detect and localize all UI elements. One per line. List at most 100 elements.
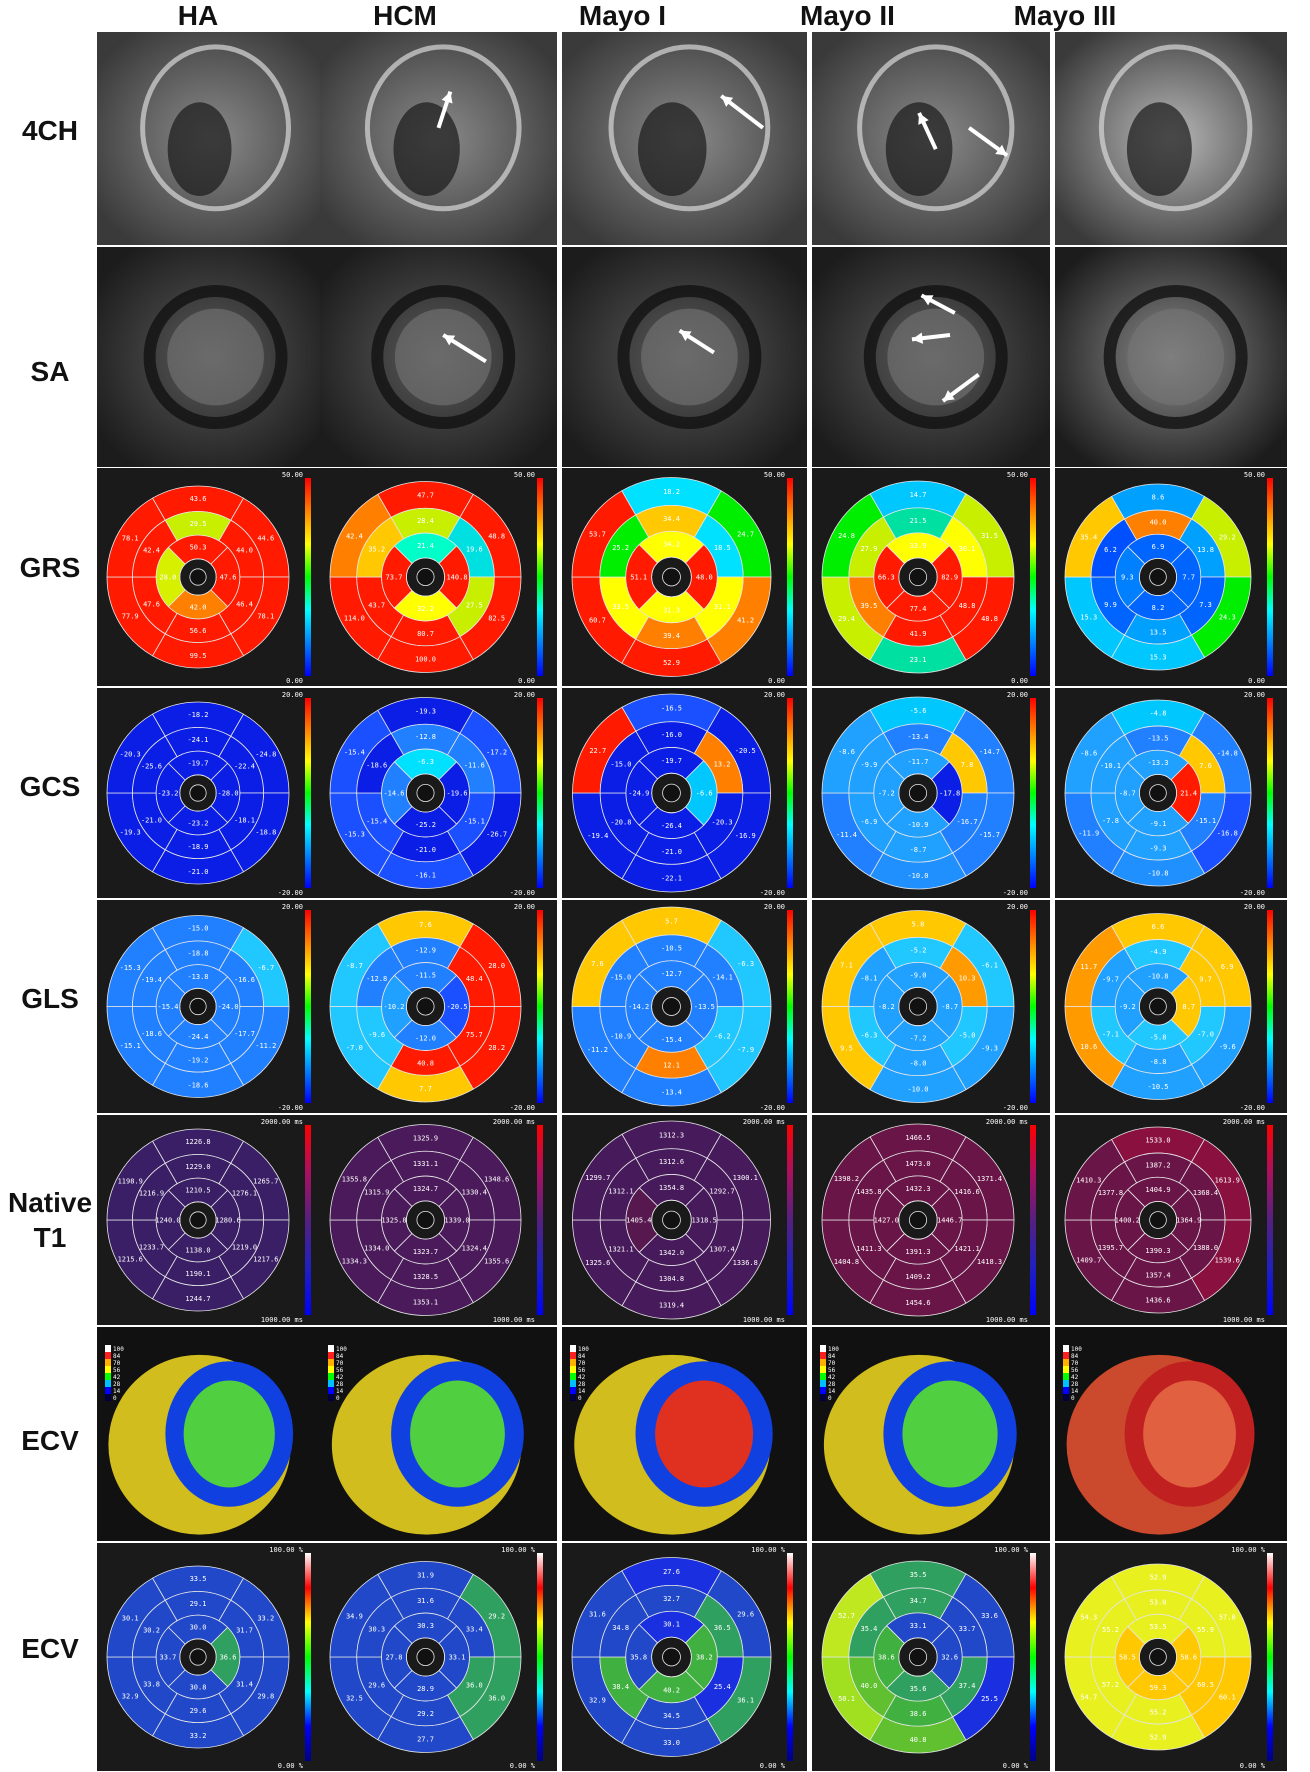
- colorbar-min-label: -20.00: [510, 1104, 535, 1112]
- segment-value-label: 1390.3: [1145, 1247, 1170, 1255]
- segment-value-label: 1292.7: [709, 1187, 734, 1195]
- segment-value-label: -15.4: [157, 1003, 178, 1011]
- legend-value-label: 56: [113, 1367, 121, 1374]
- segment-value-label: 32.2: [417, 605, 434, 613]
- lv-cavity: [641, 308, 738, 406]
- segment-value-label: -15.1: [120, 1042, 141, 1050]
- bullseye-labels: 7.6 28.0 28.2 7.7 -7.0 -8.7 -12.9 48.4 75.7 40.8 -…: [346, 921, 505, 1093]
- segment-value-label: 8.7: [1182, 1003, 1195, 1011]
- segment-value-label: 1219.0: [232, 1243, 257, 1251]
- legend-value-label: 56: [828, 1367, 836, 1374]
- segment-value-label: 33.1: [910, 1622, 927, 1630]
- bullseye-labels: 5.7 -6.3 -7.9 -13.4 -11.2 7.6 -10.5 -14.1 -6.2 12…: [587, 917, 754, 1096]
- bullseye-gcs-1: -19.3 -17.2 -26.7 -16.1 -15.3 -15.4 -12.8 -11.6…: [320, 688, 557, 898]
- segment-value-label: -14.1: [712, 974, 733, 982]
- segment-value-label: 32.9: [122, 1693, 139, 1701]
- colorbar-max-label: 2000.00 ms: [1223, 1118, 1265, 1126]
- segment-value-label: 1400.2: [1115, 1217, 1140, 1225]
- segment-value-label: 1300.1: [733, 1174, 758, 1182]
- segment-value-label: 7.7: [419, 1085, 432, 1093]
- legend-value-label: 28: [336, 1381, 344, 1388]
- segment-value-label: 1377.8: [1098, 1189, 1123, 1197]
- segment-value-label: 1244.7: [185, 1295, 210, 1303]
- center-hole: [189, 997, 207, 1016]
- segment-value-label: 40.8: [417, 1059, 434, 1067]
- apex-ring: [651, 1199, 692, 1241]
- segment-value-label: 1307.4: [709, 1246, 734, 1254]
- row-label-gcs: GCS: [19, 771, 81, 802]
- segment-value-label: 13.2: [714, 760, 731, 768]
- center-hole: [189, 1211, 207, 1229]
- legend-value-label: 0: [113, 1395, 117, 1402]
- segment-value-label: -15.1: [464, 818, 485, 826]
- segment-value-label: -22.1: [661, 875, 682, 883]
- segment-value-label: 33.7: [160, 1654, 177, 1662]
- segment-value-label: -9.9: [861, 761, 878, 769]
- segment-value-label: -20.3: [120, 750, 141, 758]
- colorbar-max-label: 50.00: [1007, 471, 1028, 479]
- segment-value-label: 47.6: [220, 574, 237, 582]
- segment-value-label: 6.9: [1152, 543, 1165, 551]
- colorbar: 50.00 0.00: [282, 471, 311, 685]
- segment-value-label: 114.0: [344, 615, 365, 623]
- segment-value-label: -18.6: [366, 761, 387, 769]
- legend-value-label: 14: [336, 1388, 344, 1395]
- bullseye-segments: [329, 1124, 522, 1316]
- segment-value-label: 38.6: [910, 1710, 927, 1718]
- segment-value-label: -9.3: [1150, 844, 1167, 852]
- center-hole: [662, 997, 681, 1016]
- segment-value-label: 1395.7: [1098, 1244, 1123, 1252]
- bullseye-gcs-2: -16.5 -20.5 -16.9 -22.1 -19.4 22.7 -16.0 13.2 -2…: [562, 688, 807, 898]
- legend-value-label: 84: [1071, 1353, 1079, 1360]
- colorbar-gradient: [305, 1553, 311, 1761]
- segment-value-label: 25.5: [981, 1695, 998, 1703]
- segment-value-label: 42.4: [143, 547, 160, 555]
- colorbar-gradient: [787, 698, 793, 888]
- center-hole: [416, 997, 435, 1016]
- bullseye-segments: [821, 1123, 1015, 1317]
- segment-value-label: -20.3: [712, 819, 733, 827]
- colorbar-min-label: 0.00 %: [510, 1762, 536, 1770]
- bullseye-labels: 47.7 48.8 82.5 100.0 114.0 42.4 28.4 19.6 27.5 80…: [344, 491, 505, 663]
- colorbar-min-label: 0.00: [1011, 677, 1028, 685]
- segment-value-label: -18.8: [187, 949, 208, 957]
- segment-value-label: -14.2: [628, 1003, 649, 1011]
- segment-value-label: 1421.1: [954, 1245, 979, 1253]
- myocardium-ring: [617, 285, 762, 429]
- segment-value-label: 30.1: [663, 1621, 680, 1629]
- segment-value-label: 27.6: [663, 1568, 680, 1576]
- legend-swatch: [328, 1394, 334, 1401]
- row-label-ecv-map: ECV: [21, 1425, 79, 1456]
- segment-value-label: 75.7: [466, 1031, 483, 1039]
- segment-value-label: 36.6: [220, 1654, 237, 1662]
- legend-swatch: [105, 1387, 111, 1394]
- bullseye-labels: 31.9 29.2 36.0 27.7 32.5 34.9 31.6 33.4 36.0 29.2…: [346, 1571, 505, 1743]
- segment-value-label: 31.7: [236, 1627, 253, 1635]
- segment-value-label: 1229.0: [185, 1163, 210, 1171]
- segment-value-label: 5.8: [912, 920, 925, 928]
- colorbar-min-label: 0.00: [518, 677, 535, 685]
- bullseye-gls-2: 5.7 -6.3 -7.9 -13.4 -11.2 7.6 -10.5 -14.1 -6.2 12…: [562, 900, 807, 1113]
- segment-value-label: -12.9: [415, 947, 436, 955]
- bullseye-segments: [571, 477, 772, 677]
- segment-value-label: 51.1: [630, 574, 647, 582]
- apex-ring: [406, 773, 446, 813]
- column-header-hcm: HCM: [373, 0, 437, 31]
- segment-value-label: 1613.9: [1215, 1177, 1240, 1185]
- segment-value-label: 1233.7: [139, 1243, 164, 1251]
- segment-value-label: 9.7: [1199, 976, 1212, 984]
- myocardium-ring: [863, 285, 1008, 429]
- apex-ring: [1139, 558, 1178, 597]
- colorbar: 50.00 0.00: [1007, 471, 1036, 685]
- segment-value-label: 31.6: [417, 1597, 434, 1605]
- blood-pool: [655, 1380, 754, 1488]
- segment-value-label: -15.4: [661, 1036, 682, 1044]
- segment-value-label: 29.6: [737, 1611, 754, 1619]
- bullseye-grs-4: 8.6 29.2 24.3 15.3 15.3 35.4 40.0 13.8 7.3 13.5 9.…: [1055, 468, 1287, 686]
- segment-value-label: -21.0: [141, 816, 162, 824]
- segment-value-label: 5.7: [665, 917, 678, 925]
- center-hole: [908, 997, 928, 1016]
- legend-swatch: [105, 1394, 111, 1401]
- segment-value-label: -26.7: [486, 831, 507, 839]
- legend-value-label: 42: [578, 1374, 586, 1381]
